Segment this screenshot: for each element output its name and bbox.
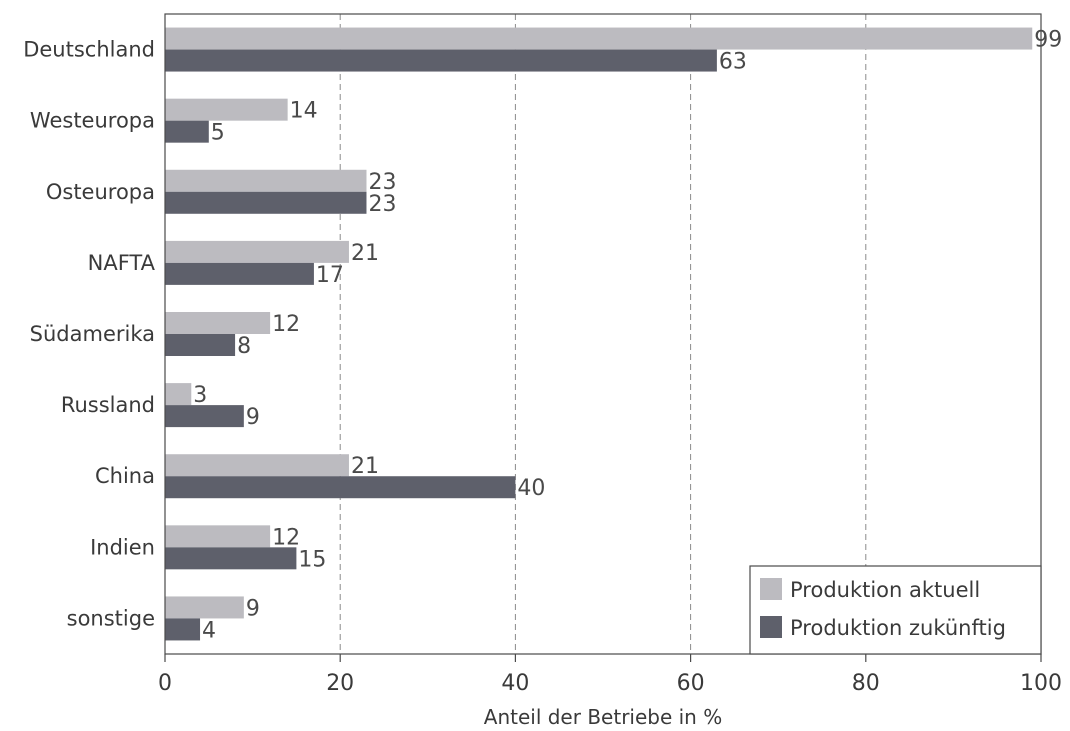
category-labels: Deutschland Westeuropa Osteuropa NAFTA Südam… [23, 38, 155, 631]
grid-lines [339, 14, 867, 654]
category-label: Westeuropa [30, 109, 155, 133]
value-label: 40 [517, 476, 545, 501]
bar-produktion-zukuenftig [165, 120, 209, 143]
value-label: 23 [368, 170, 396, 195]
legend-label: Produktion aktuell [790, 578, 980, 602]
value-label: 8 [237, 334, 251, 359]
x-tick-label: 100 [1020, 671, 1062, 696]
category-label: Indien [90, 535, 155, 559]
legend: Produktion aktuell Produktion zukünftig [749, 565, 1042, 655]
bar-produktion-aktuell [165, 525, 271, 548]
value-label: 63 [719, 50, 747, 75]
x-axis-ticks: 0 20 40 60 80 100 [158, 654, 1062, 696]
value-label: 21 [351, 454, 379, 479]
legend-swatch [760, 578, 782, 600]
x-axis-title: Anteil der Betriebe in % [484, 705, 722, 729]
legend-box [749, 565, 1042, 655]
value-label: 99 [1034, 28, 1062, 53]
bar-produktion-zukuenftig [165, 547, 297, 570]
value-label: 12 [272, 525, 300, 550]
category-label: Deutschland [23, 38, 155, 62]
bar-produktion-zukuenftig [165, 405, 244, 428]
bar-produktion-aktuell [165, 27, 1033, 50]
bar-produktion-aktuell [165, 383, 192, 406]
bar-produktion-zukuenftig [165, 262, 314, 285]
category-label: NAFTA [88, 251, 156, 275]
value-label: 15 [298, 547, 326, 572]
bar-produktion-zukuenftig [165, 476, 516, 499]
value-label: 3 [193, 383, 207, 408]
legend-label: Produktion zukünftig [790, 616, 1006, 640]
category-label: Russland [61, 393, 155, 417]
value-label: 9 [246, 405, 260, 430]
value-label: 4 [202, 618, 216, 643]
x-tick-label: 60 [677, 671, 705, 696]
legend-swatch [760, 616, 782, 638]
value-label: 17 [316, 263, 344, 288]
bar-produktion-aktuell [165, 454, 349, 477]
x-tick-label: 80 [852, 671, 880, 696]
value-label: 5 [211, 121, 225, 146]
bar-produktion-zukuenftig [165, 618, 201, 641]
bar-produktion-aktuell [165, 596, 244, 619]
value-label: 21 [351, 241, 379, 266]
bar-produktion-zukuenftig [165, 49, 717, 72]
plot-frame [164, 13, 1042, 655]
value-label: 9 [246, 596, 260, 621]
x-tick-label: 20 [326, 671, 354, 696]
category-label: China [95, 464, 155, 488]
value-label: 23 [368, 192, 396, 217]
value-label: 12 [272, 312, 300, 337]
x-tick-label: 40 [501, 671, 529, 696]
bar-produktion-aktuell [165, 98, 288, 121]
bar-produktion-zukuenftig [165, 191, 367, 214]
bar-produktion-aktuell [165, 169, 367, 192]
bars [165, 27, 1033, 641]
category-label: Südamerika [30, 322, 155, 346]
category-label: sonstige [67, 606, 155, 630]
x-tick-label: 0 [158, 671, 172, 696]
bar-produktion-aktuell [165, 312, 271, 334]
category-label: Osteuropa [46, 180, 155, 204]
value-label: 14 [290, 99, 318, 124]
bar-produktion-zukuenftig [165, 334, 236, 356]
bar-produktion-aktuell [165, 240, 349, 263]
